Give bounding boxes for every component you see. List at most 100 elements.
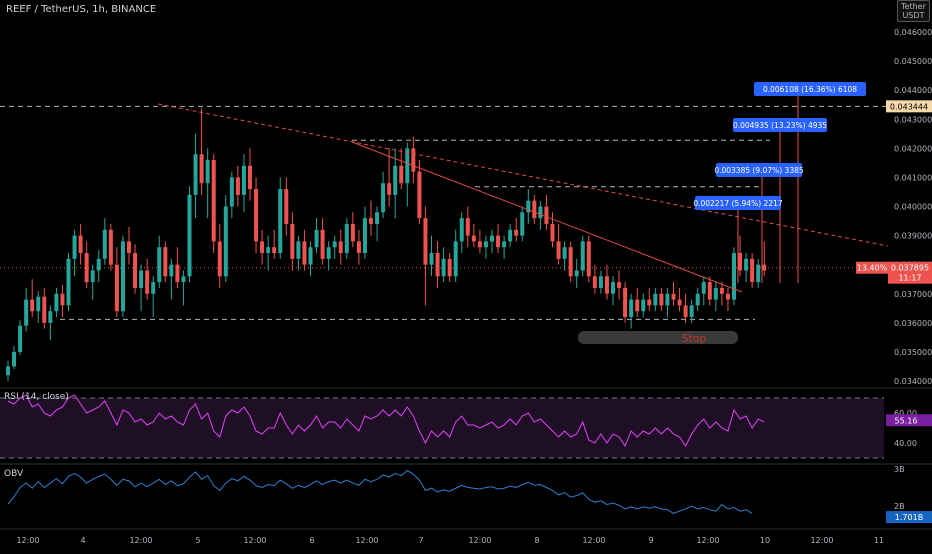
candle-body	[314, 229, 319, 248]
candle-body	[659, 293, 664, 306]
countdown-text: 11:17	[898, 274, 921, 283]
candle-body	[750, 258, 755, 283]
rsi-line	[7, 394, 765, 448]
candle-body	[344, 223, 349, 254]
obv-tick-label: 3B	[894, 465, 905, 474]
y-tick-label: 0.045000	[894, 57, 932, 66]
candle-body	[635, 299, 640, 312]
candle-body	[399, 165, 404, 184]
x-tick-label: 12:00	[696, 536, 719, 545]
candle-body	[744, 258, 749, 271]
candle-body	[133, 253, 138, 288]
candle-body	[229, 177, 234, 207]
y-tick-label: 0.035000	[894, 348, 932, 357]
candle-body	[604, 276, 609, 294]
candle-body	[465, 218, 470, 236]
candle-body	[181, 276, 186, 283]
candle-body	[641, 299, 646, 312]
x-tick-label: 6	[309, 536, 314, 545]
obv-title: OBV	[4, 469, 24, 479]
candle-body	[653, 293, 658, 306]
candle-body	[387, 183, 392, 195]
candle-body	[532, 200, 537, 219]
change-tag	[856, 261, 888, 274]
solid-trendline	[351, 141, 743, 293]
candle-body	[102, 229, 107, 259]
candle-body	[550, 223, 555, 242]
measure-label-text: 0.006108 (16.36%) 6108	[763, 85, 857, 94]
candle-body	[145, 270, 150, 294]
candle-body	[30, 299, 35, 312]
candle-body	[114, 264, 119, 312]
candle-body	[393, 165, 398, 195]
obv-tick-label: 2B	[894, 502, 905, 511]
candle-body	[169, 264, 174, 277]
x-tick-label: 7	[418, 536, 423, 545]
stop-label: Stop	[681, 332, 706, 345]
candle-body	[24, 299, 29, 326]
x-tick-label: 12:00	[810, 536, 833, 545]
candle-body	[677, 299, 682, 306]
candle-body	[108, 229, 113, 265]
candle-body	[199, 154, 204, 184]
candle-body	[120, 241, 125, 312]
currency-bottom-label: USDT	[902, 11, 925, 20]
candle-body	[12, 351, 17, 367]
candle-body	[562, 247, 567, 259]
current-price-text: 0.037895	[891, 264, 929, 273]
obv-line	[7, 469, 753, 514]
candle-body	[762, 264, 767, 271]
y-tick-label: 0.044000	[894, 86, 932, 95]
y-tick-label: 0.039000	[894, 232, 932, 241]
candle-body	[96, 258, 101, 271]
measure-label-box	[716, 163, 802, 177]
candle-body	[665, 293, 670, 306]
candle-body	[6, 366, 10, 376]
candle-body	[538, 206, 543, 219]
candle-body	[556, 241, 561, 259]
x-tick-label: 5	[195, 536, 200, 545]
candle-body	[278, 189, 283, 254]
candle-body	[223, 206, 228, 277]
candle-body	[211, 159, 216, 242]
candle-body	[248, 165, 252, 190]
candle-body	[471, 235, 476, 242]
candle-body	[302, 241, 307, 265]
candle-body	[18, 325, 23, 352]
y-tick-label: 0.040000	[894, 203, 932, 212]
candle-body	[290, 223, 295, 259]
candle-body	[617, 282, 622, 288]
candle-body	[689, 305, 694, 318]
x-tick-label: 12:00	[468, 536, 491, 545]
rsi-tick-label: 60.00	[894, 409, 917, 418]
rsi-band	[0, 398, 884, 458]
candle-body	[90, 270, 95, 283]
candle-body	[738, 253, 743, 271]
candle-body	[241, 165, 246, 195]
chart-title: REEF / TetherUS, 1h, BINANCE	[6, 4, 157, 15]
candle-body	[84, 253, 89, 283]
rsi-value-tag	[886, 414, 932, 427]
candle-body	[623, 287, 628, 318]
candle-body	[490, 235, 494, 242]
candle-body	[127, 241, 131, 254]
candle-body	[163, 247, 168, 277]
candle-body	[157, 247, 162, 283]
currency-tag[interactable]: Tether USDT	[897, 0, 930, 22]
x-tick-label: 10	[760, 536, 770, 545]
x-tick-label: 12:00	[16, 536, 39, 545]
candle-body	[483, 241, 488, 248]
candle-body	[429, 253, 434, 265]
candle-body	[441, 258, 446, 277]
rsi-tick-label: 40.00	[894, 439, 917, 448]
candle-body	[260, 241, 265, 254]
candle-body	[193, 154, 198, 195]
stop-marker-bar	[578, 331, 738, 344]
candle-body	[459, 218, 464, 242]
y-tick-label: 0.036000	[894, 319, 932, 328]
candle-body	[36, 296, 41, 312]
candle-body	[375, 212, 380, 224]
x-tick-label: 12:00	[243, 536, 266, 545]
